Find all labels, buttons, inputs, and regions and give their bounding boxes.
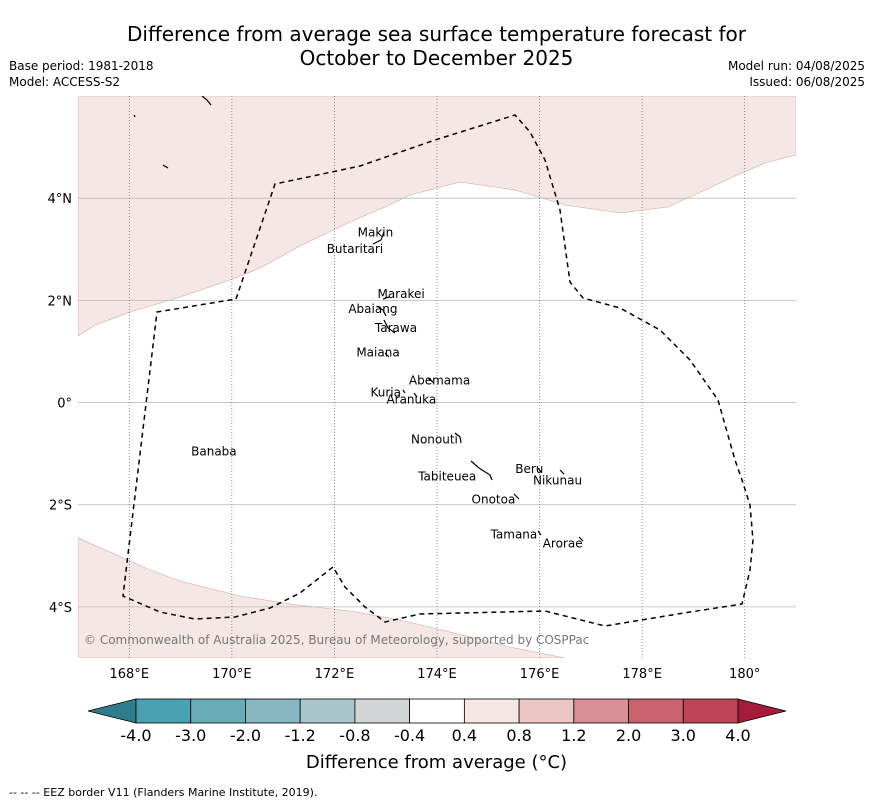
y-tick-label: 2°S xyxy=(49,499,72,514)
colorbar-unit: °C xyxy=(538,752,561,773)
colorbar-tick-label: -0.4 xyxy=(394,726,425,745)
place-label: Maiana xyxy=(356,346,399,360)
y-tick-label: 2°N xyxy=(48,294,73,309)
island-outline xyxy=(470,460,493,481)
colorbar-extend-low xyxy=(87,698,137,724)
island-outline xyxy=(133,114,136,118)
colorbar-segment xyxy=(463,698,520,724)
colorbar-segment xyxy=(135,698,192,724)
y-tick-label: 4°N xyxy=(48,192,73,207)
meta-left: Base period: 1981-2018 Model: ACCESS-S2 xyxy=(9,58,154,90)
colorbar-tick-label: -2.0 xyxy=(230,726,261,745)
y-tick-label: 4°S xyxy=(49,601,72,616)
place-label: Kuria xyxy=(370,385,401,399)
place-label: Nonouti xyxy=(411,432,458,446)
place-label: Nikunau xyxy=(533,473,582,487)
island-outline xyxy=(372,231,385,245)
colorbar-segment xyxy=(245,698,301,724)
colorbar-segment xyxy=(628,698,684,724)
place-label: Tamana xyxy=(490,527,538,541)
island-outline xyxy=(537,467,542,473)
x-tick-label: 176°E xyxy=(520,667,560,682)
colorbar-segment xyxy=(573,698,629,724)
colorbar-tick-label: -4.0 xyxy=(120,726,151,745)
y-tick-label: 0° xyxy=(57,397,72,412)
island-outline xyxy=(427,377,435,384)
island-outline xyxy=(162,164,169,169)
warm-anomaly-south xyxy=(78,537,566,658)
title-line-1: Difference from average sea surface temp… xyxy=(126,22,746,46)
island-outline xyxy=(537,530,542,536)
colorbar-segment xyxy=(682,698,739,724)
place-label: Tabiteuea xyxy=(417,470,476,484)
colorbar-segment xyxy=(518,698,575,724)
place-label: Aranuka xyxy=(386,393,436,407)
colorbar: -4.0 -3.0 -2.0 -1.2 -0.8 -0.4 0.4 0.8 1.2 2.0 3.0 4… xyxy=(87,698,787,745)
issued-label: Issued: 06/08/2025 xyxy=(749,75,865,89)
island-outline xyxy=(376,305,387,317)
island-outline xyxy=(201,96,212,106)
colorbar-title-end: ) xyxy=(560,752,568,773)
chart-title: Difference from average sea surface temp… xyxy=(0,22,873,70)
title-line-2: October to December 2025 xyxy=(299,46,574,70)
x-tick-label: 180° xyxy=(729,667,760,682)
model-label: Model: ACCESS-S2 xyxy=(9,75,121,89)
x-tick-label: 172°E xyxy=(315,667,355,682)
x-tick-label: 168°E xyxy=(110,667,150,682)
colorbar-tick-label: -3.0 xyxy=(175,726,206,745)
eez-border xyxy=(122,114,754,627)
colorbar-segment xyxy=(299,698,356,724)
x-tick-label: 174°E xyxy=(417,667,457,682)
colorbar-segment xyxy=(354,698,411,724)
colorbar-tick-label: 0.4 xyxy=(452,726,477,745)
place-label: Marakei xyxy=(377,287,424,301)
colorbar-tick-label: -1.2 xyxy=(285,726,316,745)
x-tick-label: 178°E xyxy=(622,667,662,682)
place-label: Makin xyxy=(358,226,394,240)
island-outline xyxy=(384,352,390,358)
place-label: Tarawa xyxy=(374,321,417,335)
colorbar-tick-label: 3.0 xyxy=(671,726,696,745)
colorbar-tick-label: -0.8 xyxy=(339,726,370,745)
place-label: Abemama xyxy=(409,374,470,388)
island-outline xyxy=(402,389,406,394)
island-outline xyxy=(578,536,584,542)
island-outline xyxy=(454,432,462,444)
island-outline xyxy=(382,296,390,300)
colorbar-tick-label: 1.2 xyxy=(561,726,586,745)
island-outline xyxy=(413,392,418,398)
island-outline xyxy=(383,319,396,334)
colorbar-title: Difference from average (°C) xyxy=(0,752,873,773)
island-outline xyxy=(513,493,520,500)
x-tick-label: 170°E xyxy=(212,667,252,682)
island-outline xyxy=(207,447,210,451)
place-label: Arorae xyxy=(543,537,583,551)
colorbar-extend-high xyxy=(737,698,787,724)
place-label: Abaiang xyxy=(348,302,397,316)
place-label: Butaritari xyxy=(327,242,384,256)
colorbar-tick-label: 0.8 xyxy=(506,726,531,745)
model-run-label: Model run: 04/08/2025 xyxy=(727,59,865,73)
colorbar-tick-label: 4.0 xyxy=(725,726,750,745)
base-period-label: Base period: 1981-2018 xyxy=(9,59,154,73)
eez-footnote: -- -- -- EEZ border V11 (Flanders Marine… xyxy=(9,786,318,799)
colorbar-segment xyxy=(190,698,246,724)
colorbar-title-text: Difference from average ( xyxy=(305,752,539,773)
island-outline xyxy=(559,469,565,475)
place-label: Onotoa xyxy=(472,493,516,507)
colorbar-segment xyxy=(409,698,465,724)
meta-right: Model run: 04/08/2025 Issued: 06/08/2025 xyxy=(728,58,865,90)
warm-anomaly-north xyxy=(78,96,796,337)
colorbar-tick-label: 2.0 xyxy=(616,726,641,745)
copyright-notice: © Commonwealth of Australia 2025, Bureau… xyxy=(84,633,589,647)
place-label: Beru xyxy=(515,462,543,476)
place-label: Banaba xyxy=(191,445,237,459)
